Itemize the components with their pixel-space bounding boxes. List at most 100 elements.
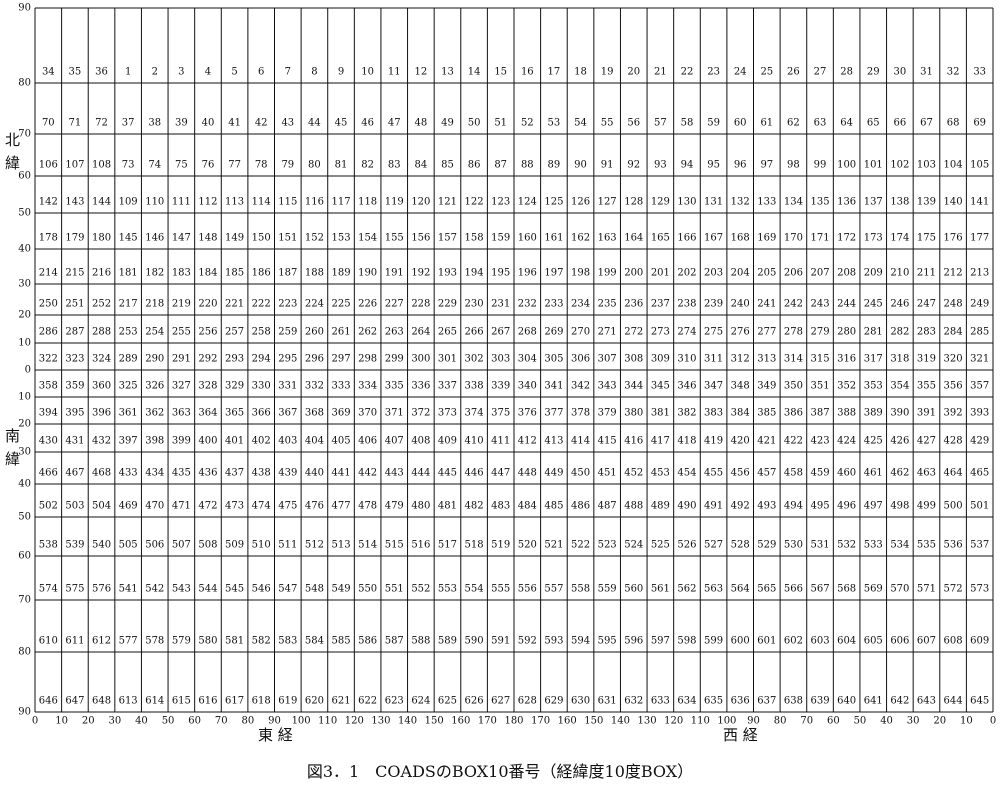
- box-number: 382: [677, 408, 696, 419]
- box-number: 511: [278, 540, 297, 551]
- box-number: 79: [281, 160, 294, 171]
- box-number: 596: [624, 636, 643, 647]
- box-number: 404: [305, 436, 324, 447]
- box-number: 526: [677, 540, 696, 551]
- box-number: 100: [837, 160, 856, 171]
- box-number: 621: [331, 696, 350, 707]
- lon-tick-label: 100: [717, 716, 736, 727]
- box-number: 286: [39, 327, 58, 338]
- box-number: 142: [39, 197, 58, 208]
- box-number: 49: [441, 118, 454, 129]
- box-number: 358: [39, 381, 58, 392]
- box-number: 391: [917, 408, 936, 419]
- lon-tick-label: 40: [135, 716, 148, 727]
- box-number: 624: [411, 696, 430, 707]
- box-number: 70: [42, 118, 55, 129]
- box-number: 539: [65, 540, 84, 551]
- box-number: 577: [119, 636, 138, 647]
- box-number: 297: [331, 354, 350, 365]
- lon-tick-label: 150: [425, 716, 444, 727]
- box-number: 73: [122, 160, 135, 171]
- box-number: 219: [172, 299, 191, 310]
- box-number: 274: [677, 327, 696, 338]
- box-number: 533: [864, 540, 883, 551]
- box-number: 243: [810, 299, 829, 310]
- box-number: 4: [205, 67, 211, 78]
- box-number: 293: [225, 354, 244, 365]
- box-number: 57: [654, 118, 667, 129]
- box-number: 146: [145, 233, 164, 244]
- box-number: 44: [308, 118, 321, 129]
- lon-tick-label: 0: [990, 716, 996, 727]
- lat-tick-label: 10: [18, 392, 31, 403]
- box-number: 257: [225, 327, 244, 338]
- lon-tick-label: 60: [827, 716, 840, 727]
- box-number: 108: [92, 160, 111, 171]
- box-number: 376: [518, 408, 537, 419]
- box-number: 32: [947, 67, 960, 78]
- box-number: 38: [148, 118, 161, 129]
- box-number: 402: [252, 436, 271, 447]
- box-number: 588: [411, 636, 430, 647]
- box-number: 585: [331, 636, 350, 647]
- box-number: 104: [944, 160, 963, 171]
- box-number: 578: [145, 636, 164, 647]
- box-number: 594: [571, 636, 590, 647]
- box-number: 58: [681, 118, 694, 129]
- box-number: 512: [305, 540, 324, 551]
- box-number: 290: [145, 354, 164, 365]
- box-number: 563: [704, 584, 723, 595]
- box-number: 138: [890, 197, 909, 208]
- box-number: 310: [677, 354, 696, 365]
- box-number: 600: [731, 636, 750, 647]
- box-number: 85: [441, 160, 454, 171]
- box-number: 268: [518, 327, 537, 338]
- box-number: 253: [119, 327, 138, 338]
- lat-tick-label: 90: [18, 707, 31, 718]
- box-number: 571: [917, 584, 936, 595]
- box-number: 552: [411, 584, 430, 595]
- box-number: 61: [760, 118, 773, 129]
- box-number: 35: [69, 67, 82, 78]
- box-number: 410: [465, 436, 484, 447]
- box-number: 30: [893, 67, 906, 78]
- box-number: 9: [338, 67, 344, 78]
- box-number: 53: [548, 118, 561, 129]
- box-number: 582: [252, 636, 271, 647]
- box-number: 626: [465, 696, 484, 707]
- box-number: 361: [119, 408, 138, 419]
- box-number: 503: [65, 501, 84, 512]
- box-number: 640: [837, 696, 856, 707]
- lon-tick-label: 20: [933, 716, 946, 727]
- box-number: 120: [411, 197, 430, 208]
- box-number: 631: [598, 696, 617, 707]
- box-number: 159: [491, 233, 510, 244]
- box-number: 377: [544, 408, 563, 419]
- box-number: 351: [810, 381, 829, 392]
- box-number: 20: [627, 67, 640, 78]
- box-number: 505: [119, 540, 138, 551]
- box-number: 592: [518, 636, 537, 647]
- box-number: 414: [571, 436, 590, 447]
- box-number: 556: [518, 584, 537, 595]
- lon-tick-label: 140: [398, 716, 417, 727]
- box-number: 386: [784, 408, 803, 419]
- box-number: 584: [305, 636, 324, 647]
- box-number: 565: [757, 584, 776, 595]
- box-number: 213: [970, 268, 989, 279]
- box-number: 470: [145, 501, 164, 512]
- box-number: 65: [867, 118, 880, 129]
- box-number: 21: [654, 67, 667, 78]
- box-number: 273: [651, 327, 670, 338]
- box-number: 218: [145, 299, 164, 310]
- box-number: 597: [651, 636, 670, 647]
- box-number: 633: [651, 696, 670, 707]
- box-number: 248: [944, 299, 963, 310]
- box-number: 389: [864, 408, 883, 419]
- box-number: 499: [917, 501, 936, 512]
- box-number: 157: [438, 233, 457, 244]
- box-number: 288: [92, 327, 111, 338]
- box-number: 321: [970, 354, 989, 365]
- box-number: 525: [651, 540, 670, 551]
- box-number: 87: [494, 160, 507, 171]
